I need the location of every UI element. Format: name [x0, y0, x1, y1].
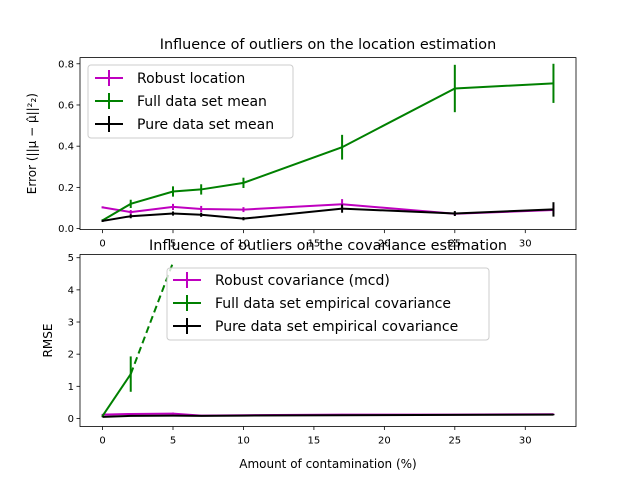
- location-y-tick-label: 0.8: [58, 59, 74, 70]
- covariance-x-tick-label: 0: [99, 436, 105, 447]
- location-x-tick-label: 20: [378, 239, 391, 250]
- location-x-tick-label: 0: [99, 239, 105, 250]
- covariance-series-2-line: [101, 373, 132, 417]
- covariance-x-ticks: 0 5 10 15 20 25 30: [99, 426, 532, 447]
- location-chart: 0 5 10 15 20 25 30 0.0 0.2 0.4 0.6 0.8 Robust loca…: [25, 37, 577, 250]
- location-chart-title: Influence of outliers on the location es…: [160, 37, 496, 53]
- covariance-legend-label: Pure data set empirical covariance: [215, 319, 458, 335]
- location-series-2: [101, 63, 555, 222]
- covariance-x-tick-label: 30: [519, 436, 532, 447]
- covariance-x-tick-label: 10: [237, 436, 250, 447]
- covariance-y-tick-label: 0: [68, 414, 74, 425]
- location-legend-label: Robust location: [137, 71, 245, 87]
- location-legend-entry: Robust location: [95, 70, 245, 87]
- location-legend-entry: Pure data set mean: [95, 116, 274, 133]
- location-legend-entries: Robust location Full data set mean Pure da…: [95, 70, 274, 133]
- location-legend-entry: Full data set mean: [95, 93, 267, 110]
- location-y-tick-label: 0.6: [58, 100, 74, 111]
- location-x-tick-label: 15: [308, 239, 321, 250]
- location-y-axis-label: Error (||μ − μ̂||²₂): [25, 93, 39, 194]
- location-y-tick-label: 0.0: [58, 224, 74, 235]
- covariance-y-tick-label: 3: [68, 318, 74, 329]
- location-legend-box: [87, 64, 294, 139]
- covariance-y-ticks: 0 1 2 3 4 5: [68, 253, 80, 425]
- covariance-legend-entry: Pure data set empirical covariance: [173, 318, 458, 335]
- covariance-legend-entry: Full data set empirical covariance: [173, 295, 451, 312]
- location-series-3-line: [102, 207, 554, 222]
- covariance-legend-label: Full data set empirical covariance: [215, 296, 451, 312]
- location-x-tick-label: 25: [448, 239, 461, 250]
- covariance-chart-title: Influence of outliers on the covariance …: [149, 238, 507, 254]
- covariance-series-3: [101, 413, 555, 418]
- location-legend-label: Full data set mean: [137, 94, 267, 110]
- location-legend: Robust location Full data set mean Pure da…: [87, 64, 294, 139]
- location-x-ticks: 0 5 10 15 20 25 30: [99, 229, 532, 250]
- covariance-y-tick-label: 1: [68, 382, 74, 393]
- covariance-chart-frame: [79, 254, 577, 427]
- covariance-x-tick-label: 5: [170, 436, 176, 447]
- covariance-y-axis-label: RMSE: [41, 324, 55, 358]
- covariance-y-tick-label: 2: [68, 350, 74, 361]
- location-x-tick-label: 5: [170, 239, 176, 250]
- location-series-2-line: [102, 82, 554, 222]
- covariance-chart-marks: [101, 262, 555, 418]
- covariance-legend-entries: Robust covariance (mcd) Full data set emp…: [173, 272, 458, 335]
- covariance-y-tick-label: 5: [68, 253, 74, 264]
- covariance-y-tick-label: 4: [68, 285, 74, 296]
- covariance-series-3-line: [102, 413, 554, 418]
- location-chart-marks: [101, 63, 555, 222]
- covariance-legend-entry: Robust covariance (mcd): [173, 272, 390, 289]
- location-x-tick-label: 10: [237, 239, 250, 250]
- location-y-tick-label: 0.4: [58, 142, 74, 153]
- covariance-x-tick-label: 20: [378, 436, 391, 447]
- covariance-x-axis-label: Amount of contamination (%): [239, 457, 417, 471]
- location-chart-frame: [79, 57, 577, 230]
- covariance-series-2-dashed-extension: [129, 262, 174, 375]
- covariance-x-tick-label: 15: [308, 436, 321, 447]
- location-y-tick-label: 0.2: [58, 183, 74, 194]
- covariance-x-tick-label: 25: [448, 436, 461, 447]
- covariance-legend-label: Robust covariance (mcd): [215, 273, 390, 289]
- covariance-legend-box: [166, 267, 490, 341]
- covariance-chart: 0 5 10 15 20 25 30 0 1 2 3 4 5 Robust covariance (m…: [41, 238, 577, 471]
- location-series-3: [101, 202, 555, 222]
- location-x-tick-label: 30: [519, 239, 532, 250]
- location-y-ticks: 0.0 0.2 0.4 0.6 0.8: [58, 59, 80, 235]
- location-legend-label: Pure data set mean: [137, 117, 274, 133]
- covariance-legend: Robust covariance (mcd) Full data set emp…: [166, 267, 490, 341]
